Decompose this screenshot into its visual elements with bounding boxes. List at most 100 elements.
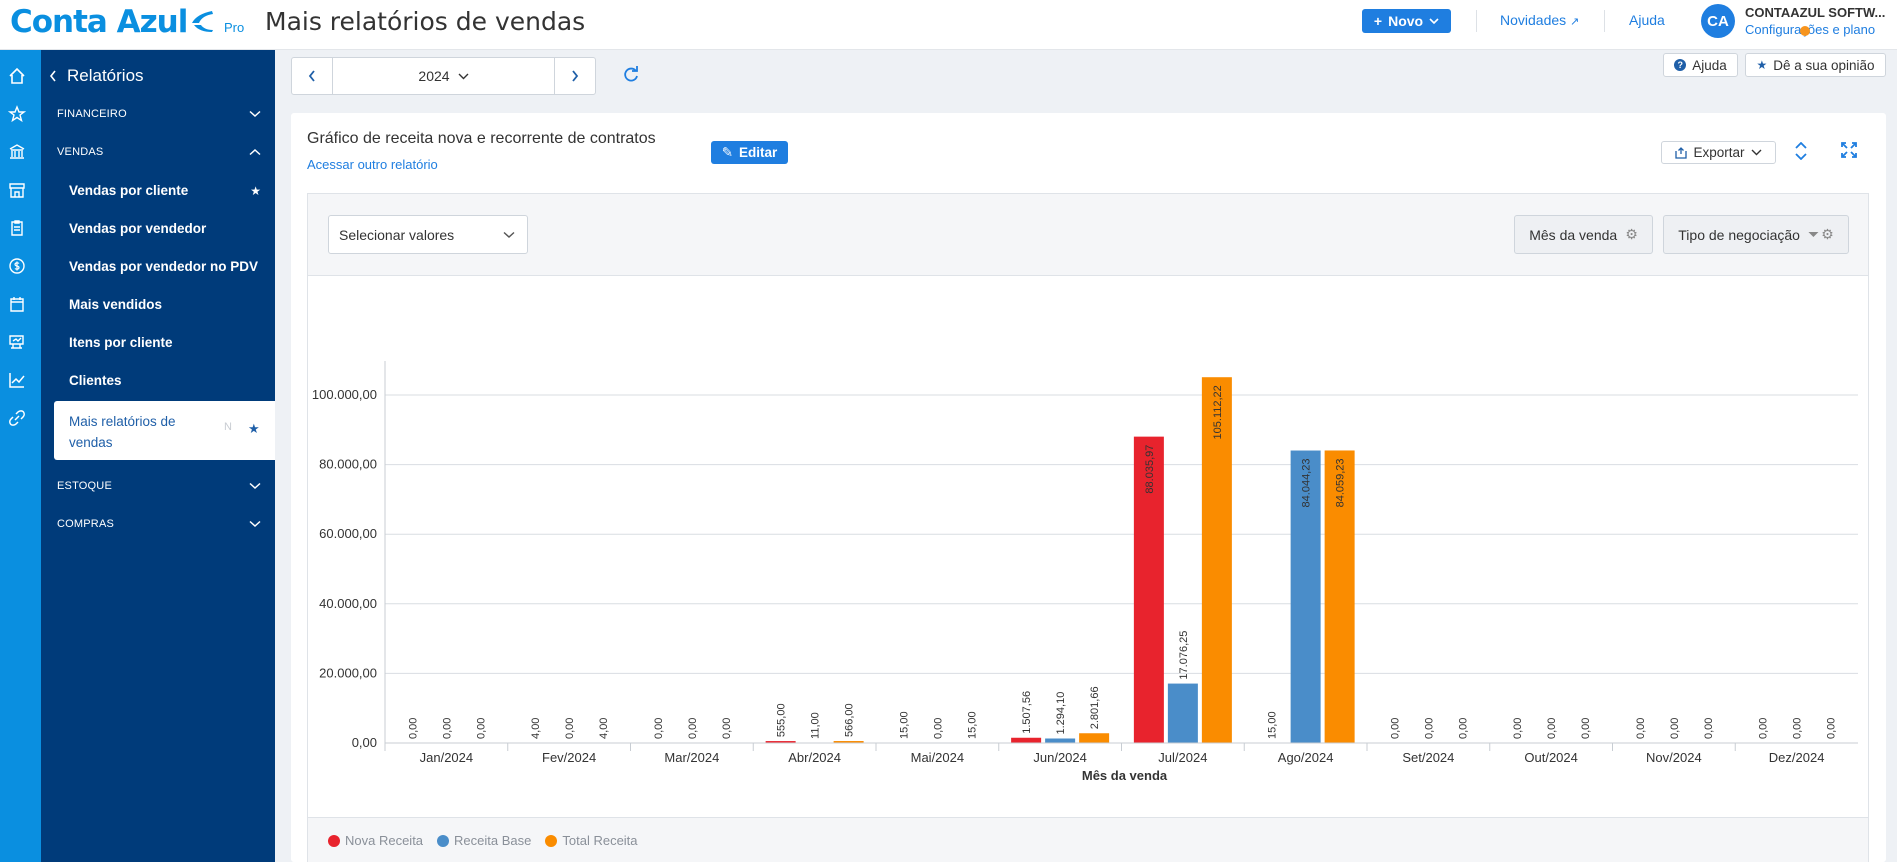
next-year-button[interactable] [555, 58, 595, 94]
filter-icon[interactable]: ⏷ [1807, 226, 1820, 242]
edit-button[interactable]: ✎ Editar [711, 141, 788, 164]
report-card: Gráfico de receita nova e recorrente de … [291, 113, 1886, 862]
x-tick-label: Set/2024 [1402, 750, 1454, 765]
sidebar-item-mais-vendidos[interactable]: Mais vendidos [69, 297, 163, 312]
negotiation-type-pill[interactable]: Tipo de negociação ⏷ ⚙ [1663, 215, 1849, 254]
expand-vertical-icon[interactable] [1794, 142, 1808, 160]
store-icon[interactable] [8, 181, 26, 199]
data-label: 0,00 [932, 718, 944, 739]
money-icon[interactable] [8, 257, 26, 275]
chart-icon[interactable] [8, 371, 26, 389]
notification-dot [1800, 26, 1810, 36]
legend-item[interactable]: Receita Base [437, 833, 531, 848]
values-select[interactable]: Selecionar valores [328, 215, 528, 254]
data-label: 17.076,25 [1178, 631, 1190, 680]
sidebar-item-vendas-por-vendedor-pdv[interactable]: Vendas por vendedor no PDV [69, 259, 259, 274]
settings-plan-link[interactable]: Configurações e plano [1745, 22, 1876, 37]
y-tick-label: 20.000,00 [319, 665, 377, 680]
data-label: 0,00 [475, 718, 487, 739]
chevron-right-icon [572, 70, 579, 82]
legend-item[interactable]: Total Receita [545, 833, 638, 848]
x-tick-label: Dez/2024 [1769, 750, 1825, 765]
bar-receita-base [1290, 450, 1321, 743]
data-label: 2.801,66 [1089, 686, 1101, 729]
top-header: Conta Azul Pro Mais relatórios de vendas… [0, 0, 1897, 50]
sidebar-section-estoque[interactable]: ESTOQUE [57, 480, 261, 492]
bar-receita-base [1167, 683, 1198, 743]
sidebar-section-compras[interactable]: COMPRAS [57, 518, 261, 530]
bar-total-receita [1079, 733, 1110, 743]
y-tick-label: 60.000,00 [319, 526, 377, 541]
sidebar-item-mais-relatorios-de-vendas[interactable]: Mais relatórios de vendas N ★ [54, 401, 275, 460]
year-dropdown[interactable]: 2024 [332, 58, 555, 94]
icon-rail [0, 50, 41, 862]
legend-item[interactable]: Nova Receita [328, 833, 423, 848]
refresh-icon[interactable] [622, 66, 640, 84]
year-selector: 2024 [291, 57, 596, 95]
sidebar-section-financeiro[interactable]: FINANCEIRO [57, 108, 261, 120]
data-label: 4,00 [530, 718, 542, 739]
divider [1476, 10, 1477, 32]
star-icon[interactable]: ★ [248, 421, 260, 436]
export-icon [1675, 146, 1688, 159]
ajuda-link[interactable]: Ajuda [1629, 12, 1665, 28]
sidebar-item-vendas-por-cliente[interactable]: Vendas por cliente ★ [69, 183, 261, 198]
data-label: 84.059,23 [1335, 458, 1347, 507]
other-report-link[interactable]: Acessar outro relatório [307, 157, 438, 172]
star-icon[interactable]: ★ [250, 183, 261, 198]
data-label: 15,00 [898, 711, 910, 739]
novidades-link[interactable]: Novidades ↗ [1500, 12, 1580, 28]
home-icon[interactable] [8, 67, 26, 85]
legend-swatch [437, 834, 450, 847]
x-tick-label: Jun/2024 [1033, 750, 1087, 765]
clipboard-icon[interactable] [8, 219, 26, 237]
chevron-down-icon [249, 520, 261, 528]
question-icon: ? [1674, 59, 1687, 71]
data-label: 0,00 [1669, 718, 1681, 739]
x-tick-label: Abr/2024 [788, 750, 841, 765]
logo[interactable]: Conta Azul [10, 4, 188, 40]
chevron-down-icon [1429, 18, 1439, 25]
external-link-icon: ↗ [1570, 16, 1580, 28]
sidebar-item-vendas-por-vendedor[interactable]: Vendas por vendedor [69, 221, 207, 236]
data-label: 105.112,22 [1212, 385, 1224, 439]
link-icon[interactable] [8, 409, 26, 427]
legend-label: Nova Receita [345, 833, 424, 848]
feedback-button[interactable]: ★ Dê a sua opinião [1745, 53, 1886, 77]
bar-nova-receita [765, 741, 796, 743]
gear-icon[interactable]: ⚙ [1821, 226, 1834, 242]
sidebar-item-clientes[interactable]: Clientes [69, 373, 122, 388]
data-label: 15,00 [1267, 711, 1279, 739]
pencil-icon: ✎ [721, 144, 734, 160]
y-tick-label: 100.000,00 [312, 387, 377, 402]
logo-tier: Pro [224, 20, 245, 35]
cart-icon[interactable] [8, 333, 26, 351]
company-name[interactable]: CONTAAZUL SOFTW... [1745, 5, 1886, 20]
data-label: 84.044,23 [1301, 459, 1313, 508]
data-label: 0,00 [441, 718, 453, 739]
plus-icon: + [1373, 13, 1383, 29]
bank-icon[interactable] [8, 143, 26, 161]
star-icon[interactable] [8, 105, 26, 123]
month-dimension-pill[interactable]: Mês da venda ⚙ [1514, 215, 1653, 254]
sidebar-item-itens-por-cliente[interactable]: Itens por cliente [69, 335, 173, 350]
x-tick-label: Nov/2024 [1646, 750, 1702, 765]
avatar[interactable]: CA [1701, 4, 1735, 38]
data-label: 0,00 [1423, 718, 1435, 739]
fullscreen-icon[interactable] [1841, 142, 1857, 158]
export-button[interactable]: Exportar [1661, 141, 1776, 164]
calendar-icon[interactable] [8, 295, 26, 313]
sidebar-back[interactable]: Relatórios [49, 66, 144, 86]
new-badge: N [224, 421, 232, 433]
x-tick-label: Jul/2024 [1158, 750, 1207, 765]
x-tick-label: Mar/2024 [664, 750, 719, 765]
novo-button[interactable]: + Novo [1362, 9, 1451, 33]
help-button[interactable]: ? Ajuda [1663, 53, 1738, 77]
star-icon: ★ [1756, 58, 1768, 72]
data-label: 1.507,56 [1021, 691, 1033, 734]
sidebar-section-vendas[interactable]: VENDAS [57, 146, 261, 158]
chevron-down-icon [503, 231, 515, 238]
data-label: 1.294,10 [1055, 692, 1067, 735]
prev-year-button[interactable] [292, 58, 332, 94]
gear-icon[interactable]: ⚙ [1625, 226, 1638, 242]
